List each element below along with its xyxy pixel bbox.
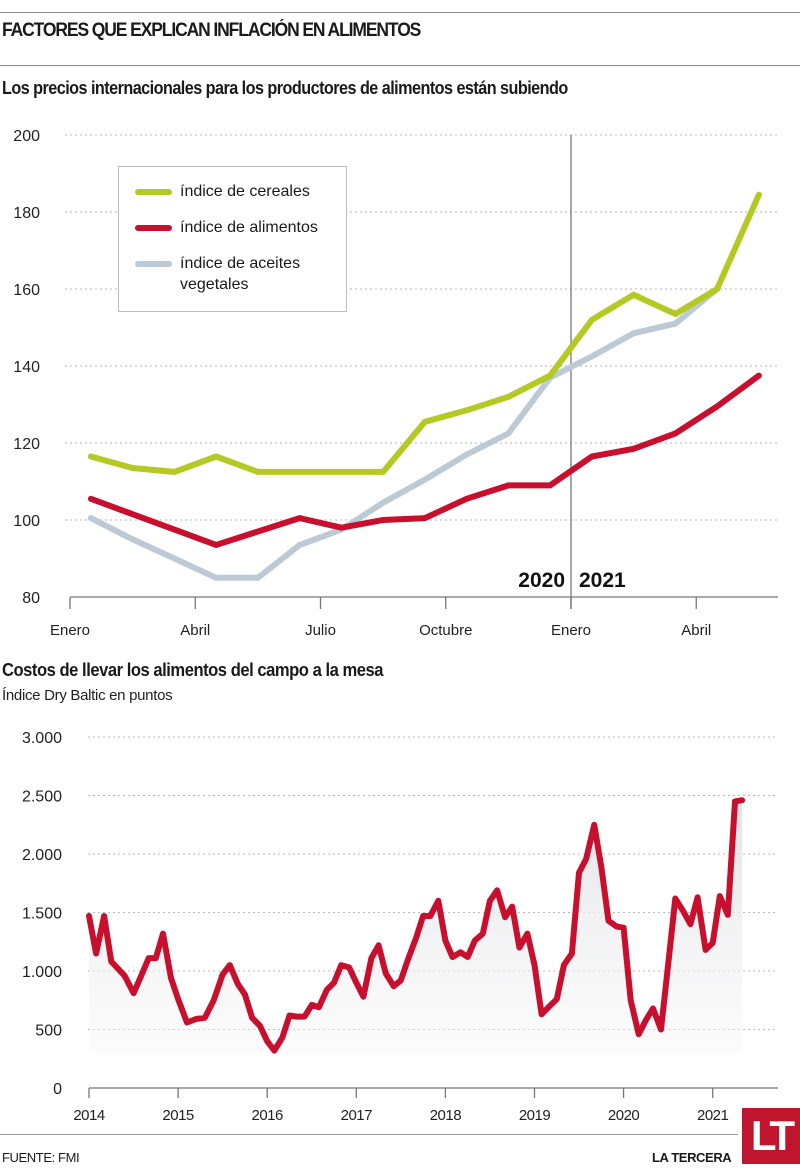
y-tick-label: 3.000 <box>22 730 62 747</box>
legend-swatch-alimentos <box>135 225 172 231</box>
series-line-aceites <box>87 286 721 581</box>
x-tick-label: 2016 <box>252 1107 284 1124</box>
chart2-title: Costos de llevar los alimentos del campo… <box>2 660 384 680</box>
y-tick-label: 200 <box>13 128 40 145</box>
top-rule <box>0 12 800 13</box>
x-tick-label: 2014 <box>73 1107 105 1124</box>
legend-label-aceites: índice de aceites vegetales <box>180 255 301 293</box>
legend-item-alimentos: índice de alimentos <box>135 217 340 238</box>
x-tick-label: Julio <box>305 622 336 639</box>
y-tick-label: 500 <box>35 1023 62 1040</box>
x-tick-label: Enero <box>50 622 90 639</box>
legend-item-cereales: índice de cereales <box>135 181 340 202</box>
chart1-title: Los precios internacionales para los pro… <box>2 78 568 98</box>
source-note: FUENTE: FMI <box>2 1150 80 1165</box>
footer-rule <box>0 1134 738 1135</box>
x-tick-label: 2018 <box>430 1107 462 1124</box>
x-tick-label: Abril <box>180 622 210 639</box>
chart-commodity-indices: 80 100 120 140 160 180 200 Enero Abril Julio Octub… <box>13 128 780 639</box>
chart1-legend: índice de cereales índice de alimentos í… <box>118 166 347 312</box>
series-area-dry-baltic <box>89 800 743 1053</box>
series-line-dry-baltic <box>86 797 746 1054</box>
y-tick-label: 0 <box>53 1081 62 1098</box>
legend-swatch-cereales <box>135 189 172 195</box>
year-label-2020: 2020 <box>518 569 565 592</box>
legend-label-cereales: índice de cereales <box>180 183 310 200</box>
legend-swatch-aceites <box>135 261 172 267</box>
title-rule <box>0 65 800 66</box>
y-tick-label: 160 <box>13 282 40 299</box>
y-tick-label: 1.000 <box>22 964 62 981</box>
brand-name: LA TERCERA <box>652 1150 732 1165</box>
y-tick-label: 2.500 <box>22 789 62 806</box>
x-tick-label: 2020 <box>608 1107 640 1124</box>
legend-label-alimentos: índice de alimentos <box>180 219 318 236</box>
legend-item-aceites: índice de aceites vegetales <box>135 253 340 295</box>
y-tick-label: 120 <box>13 436 40 453</box>
x-tick-label: Abril <box>681 622 711 639</box>
y-tick-label: 140 <box>13 359 40 376</box>
y-tick-label: 2.000 <box>22 847 62 864</box>
y-tick-label: 100 <box>13 513 40 530</box>
x-tick-label: 2019 <box>519 1107 551 1124</box>
x-tick-label: 2015 <box>162 1107 194 1124</box>
la-tercera-logo: LT <box>742 1108 800 1164</box>
x-tick-label: 2017 <box>341 1107 373 1124</box>
page-title: FACTORES QUE EXPLICAN INFLACIÓN EN ALIME… <box>2 20 421 41</box>
x-tick-label: 2021 <box>697 1107 729 1124</box>
chart2-subtitle: Índice Dry Baltic en puntos <box>2 687 173 704</box>
y-tick-label: 1.500 <box>22 906 62 923</box>
year-label-2021: 2021 <box>579 569 626 592</box>
y-tick-label: 80 <box>22 590 40 607</box>
x-tick-label: Octubre <box>419 622 472 639</box>
y-tick-label: 180 <box>13 205 40 222</box>
x-tick-label: Enero <box>551 622 591 639</box>
